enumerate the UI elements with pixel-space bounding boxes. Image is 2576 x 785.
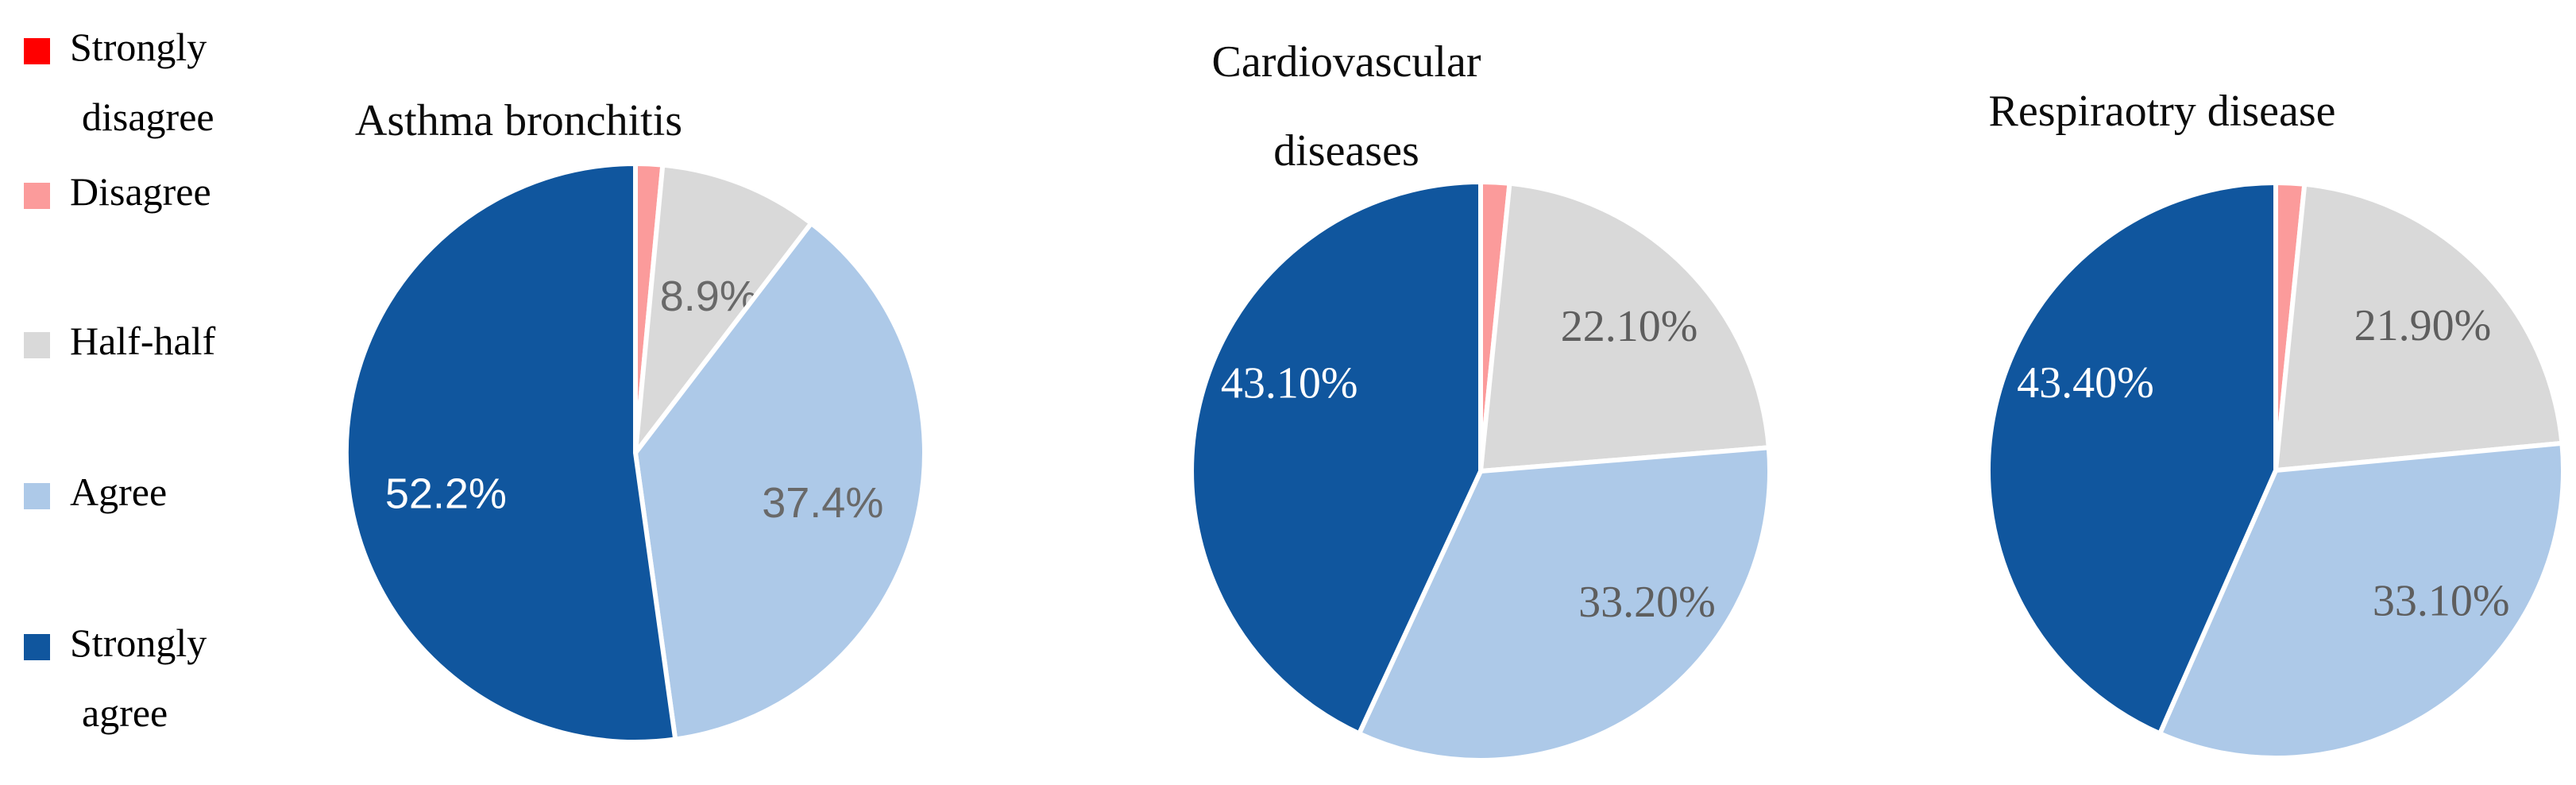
chart-title-respiraotry-disease: Respiraotry disease <box>1989 86 2336 137</box>
legend-swatch-agree <box>24 483 50 509</box>
pie-asthma-bronchitis: 8.9%37.4%52.2% <box>343 160 927 744</box>
slice-label-half-half: 22.10% <box>1561 302 1698 351</box>
legend-item-agree: Agree <box>24 457 167 527</box>
pie-slice-agree <box>633 221 927 742</box>
legend-item-strongly-disagree: Strongly disagree <box>24 12 214 152</box>
pie-slice-agree <box>2157 440 2566 760</box>
legend-swatch-disagree <box>24 183 50 209</box>
pie-cardiovascular-diseases: 22.10% 33.20% 43.10% <box>1189 179 1773 763</box>
chart-title-line: diseases <box>1273 126 1419 176</box>
slice-label-strongly-agree: 52.2% <box>385 470 507 518</box>
legend-swatch-half-half <box>24 332 50 358</box>
slice-label-strongly-agree: 43.40% <box>2017 358 2154 408</box>
legend: Strongly disagree Disagree Half-half Agree St… <box>24 0 334 785</box>
slice-label-strongly-agree: 43.10% <box>1221 358 1358 408</box>
chart-title-line: Respiraotry disease <box>1988 87 2336 136</box>
pie-slice-strongly-agree <box>343 161 678 744</box>
legend-label: Strongly agree <box>70 608 207 748</box>
legend-item-half-half: Half-half <box>24 306 215 376</box>
legend-swatch-strongly-disagree <box>24 38 50 64</box>
legend-label: Disagree <box>70 157 211 226</box>
legend-swatch-strongly-agree <box>24 634 50 660</box>
legend-label-line: Strongly <box>70 621 207 665</box>
legend-label-line: Strongly <box>70 25 207 69</box>
slice-label-agree: 33.10% <box>2373 576 2510 625</box>
legend-label-line: Half-half <box>70 319 216 363</box>
legend-label-line: agree <box>82 690 168 735</box>
pie-slice-agree <box>1357 445 1773 763</box>
legend-label-line: disagree <box>82 95 214 139</box>
pie-slice-half-half <box>2273 181 2565 473</box>
legend-label: Strongly disagree <box>70 12 214 152</box>
chart-title-line: Asthma bronchitis <box>354 96 683 145</box>
pie-slice-half-half <box>1478 180 1771 474</box>
pie-respiraotry-disease: 21.90% 33.10% 43.40% <box>1986 180 2566 760</box>
legend-label: Half-half <box>70 306 215 376</box>
slice-label-agree: 37.4% <box>762 479 883 527</box>
pie-slice-strongly-agree <box>1986 180 2278 737</box>
chart-title-asthma-bronchitis: Asthma bronchitis <box>355 95 682 146</box>
slice-label-half-half: 21.90% <box>2354 301 2492 350</box>
slice-label-agree: 33.20% <box>1578 578 1716 627</box>
legend-label: Agree <box>70 457 167 527</box>
pie-slice-half-half <box>633 162 814 455</box>
legend-item-strongly-agree: Strongly agree <box>24 608 207 748</box>
legend-label-line: Agree <box>70 470 168 514</box>
legend-item-disagree: Disagree <box>24 157 211 226</box>
chart-title-cardiovascular-diseases: Cardiovascular diseases <box>1212 17 1481 195</box>
legend-label-line: Disagree <box>70 169 211 214</box>
chart-title-line: Cardiovascular <box>1211 37 1481 87</box>
pie-slice-strongly-agree <box>1189 180 1483 737</box>
